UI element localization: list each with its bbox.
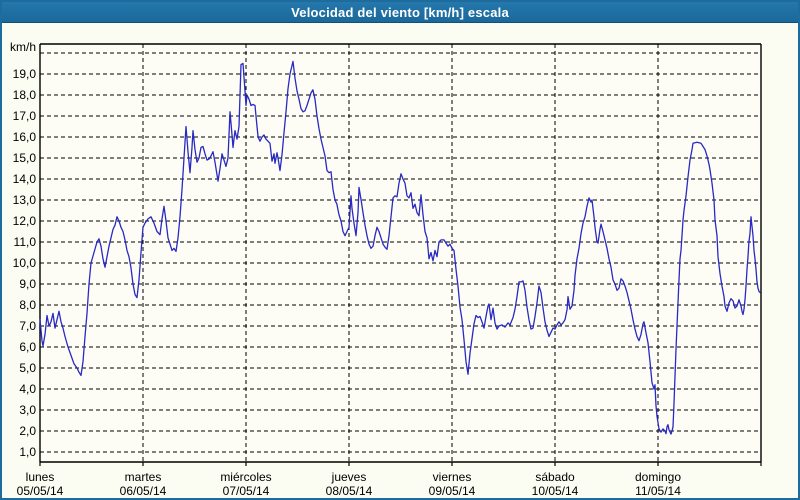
y-axis-label: 19,0 [13, 67, 37, 81]
plot-background [40, 44, 761, 462]
y-axis-label: 13,0 [13, 193, 37, 207]
x-axis-date-label: 10/05/14 [532, 484, 579, 498]
chart-title: Velocidad del viento [km/h] escala [291, 4, 509, 20]
y-axis-label: 7,0 [19, 319, 36, 333]
y-axis-label: 4,0 [19, 382, 36, 396]
y-axis-label: 16,0 [13, 130, 37, 144]
y-axis-label: 14,0 [13, 172, 37, 186]
chart-titlebar: Velocidad del viento [km/h] escala [2, 2, 798, 23]
y-axis-label: 11,0 [14, 235, 37, 249]
y-axis-label: 1,0 [19, 445, 36, 459]
y-axis-label: 15,0 [13, 151, 37, 165]
x-axis-day-label: miércoles [220, 470, 271, 484]
y-axis-label: 10,0 [13, 256, 37, 270]
x-axis-date-label: 06/05/14 [120, 484, 167, 498]
y-axis-label: 12,0 [13, 214, 37, 228]
x-axis-day-label: viernes [433, 470, 472, 484]
chart-area: 1,0 2,0 3,0 4,0 5,0 6,0 7,0 8,0 9,0 10,0 11,0 12,0 1… [2, 23, 798, 498]
wind-speed-series-line [39, 60, 761, 435]
y-axis-label: 9,0 [19, 277, 36, 291]
x-axis-date-label: 08/05/14 [326, 484, 373, 498]
y-axis-unit-label: km/h [10, 40, 36, 54]
y-axis-label: 8,0 [19, 298, 36, 312]
x-axis-date-label: 07/05/14 [223, 484, 270, 498]
y-axis-label: 6,0 [19, 340, 36, 354]
y-axis-label: 18,0 [13, 88, 37, 102]
x-axis-date-label: 09/05/14 [429, 484, 476, 498]
x-axis-day-label: domingo [635, 470, 681, 484]
y-axis-label: 2,0 [19, 424, 36, 438]
y-axis-label: 5,0 [19, 361, 36, 375]
x-axis-date-label: 11/05/14 [635, 484, 681, 498]
x-axis-date-label: 05/05/14 [17, 484, 64, 498]
y-axis-label: 3,0 [19, 403, 36, 417]
x-axis-day-label: jueves [331, 470, 367, 484]
y-axis-label: 17,0 [13, 109, 37, 123]
wind-speed-chart: 1,0 2,0 3,0 4,0 5,0 6,0 7,0 8,0 9,0 10,0 11,0 12,0 1… [10, 40, 762, 498]
x-axis-day-label: sábado [535, 470, 575, 484]
x-axis-day-label: lunes [26, 470, 55, 484]
x-axis-day-label: martes [125, 470, 162, 484]
